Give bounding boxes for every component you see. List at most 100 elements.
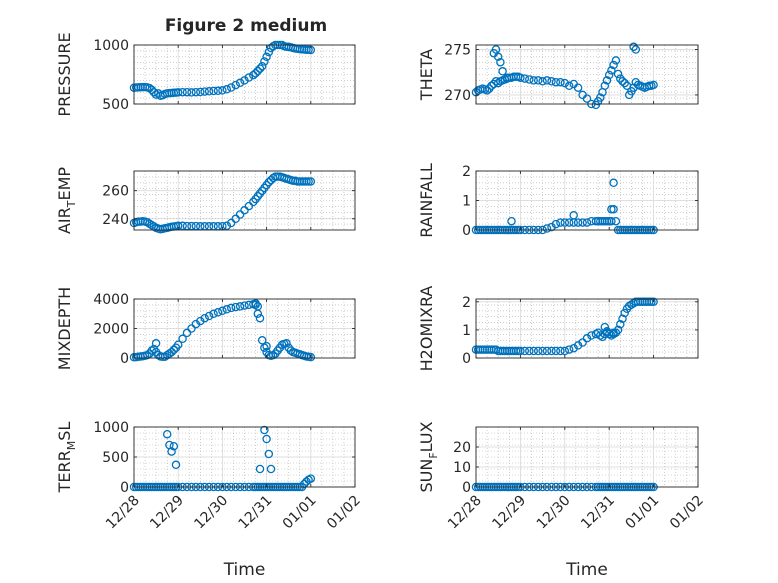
data-point bbox=[609, 60, 618, 70]
data-point bbox=[560, 78, 570, 88]
data-point bbox=[306, 474, 316, 483]
data-point bbox=[564, 345, 574, 354]
data-point bbox=[169, 441, 179, 451]
data-point bbox=[255, 313, 265, 323]
data-point bbox=[253, 66, 263, 76]
data-point bbox=[542, 224, 552, 233]
data-point bbox=[611, 56, 621, 65]
data-point bbox=[244, 201, 254, 211]
data-point bbox=[264, 47, 274, 57]
y-axis-label: RAINFALL bbox=[417, 163, 436, 238]
data-point bbox=[162, 429, 172, 439]
data-point bbox=[253, 302, 263, 311]
data-point bbox=[182, 87, 192, 97]
data-point bbox=[516, 346, 525, 356]
data-point bbox=[143, 218, 152, 227]
data-point bbox=[204, 311, 214, 321]
data-point bbox=[226, 83, 236, 92]
data-point bbox=[502, 73, 512, 82]
y-tick-label: 0 bbox=[462, 223, 471, 239]
data-point bbox=[547, 77, 556, 86]
x-tick-label: 12/31 bbox=[578, 493, 618, 533]
data-point bbox=[167, 347, 176, 357]
data-point bbox=[649, 297, 658, 307]
data-point bbox=[607, 205, 616, 214]
data-point bbox=[573, 83, 583, 92]
data-point bbox=[616, 320, 625, 329]
subplot-rainfall: 0 1 2 RAINFALL bbox=[417, 163, 699, 239]
data-point bbox=[147, 85, 156, 95]
data-point bbox=[542, 76, 552, 85]
axes-frame bbox=[475, 298, 699, 359]
x-tick-label: 12/30 bbox=[191, 493, 231, 533]
y-axis-label: H2OMIXRA bbox=[417, 286, 436, 372]
data-point bbox=[493, 52, 503, 62]
series-h2omixra bbox=[471, 297, 658, 356]
data-point bbox=[533, 76, 543, 85]
data-point bbox=[260, 425, 269, 435]
data-point bbox=[609, 178, 618, 188]
y-tick-label: 0 bbox=[462, 351, 471, 367]
data-point bbox=[266, 464, 276, 474]
data-point bbox=[260, 57, 269, 66]
data-point bbox=[604, 70, 614, 80]
data-point bbox=[551, 77, 561, 87]
data-point bbox=[222, 221, 232, 231]
y-tick-label: 2 bbox=[462, 295, 471, 311]
x-tick-label: 12/29 bbox=[147, 493, 187, 533]
data-point bbox=[520, 74, 530, 83]
data-point bbox=[564, 81, 574, 91]
data-point bbox=[538, 77, 547, 86]
data-point bbox=[196, 87, 205, 97]
data-point bbox=[143, 350, 152, 360]
figure-title: Figure 2 medium bbox=[165, 16, 327, 36]
data-point bbox=[600, 81, 610, 91]
data-point bbox=[624, 301, 634, 311]
data-point bbox=[262, 52, 271, 62]
data-point bbox=[551, 346, 561, 356]
data-point bbox=[493, 78, 503, 88]
data-point bbox=[533, 346, 543, 356]
data-point bbox=[620, 308, 629, 318]
data-point bbox=[222, 305, 232, 314]
data-point bbox=[491, 45, 501, 54]
subplot-terr-msl: 0 500 1000 TERRMSL 12/28 12/29 12/30 12/31 01/01… bbox=[55, 420, 364, 580]
series-mixdepth bbox=[129, 299, 316, 362]
x-tick-label: 01/01 bbox=[623, 493, 663, 533]
data-point bbox=[262, 434, 271, 444]
data-point bbox=[255, 64, 265, 73]
data-point bbox=[569, 211, 578, 220]
data-point bbox=[516, 73, 525, 82]
y-axis-label: MIXDEPTH bbox=[55, 287, 74, 370]
data-point bbox=[596, 93, 605, 102]
data-point bbox=[299, 479, 309, 489]
y-tick-label: 1 bbox=[462, 323, 471, 339]
data-point bbox=[264, 177, 274, 187]
x-tick-label: 01/01 bbox=[280, 493, 320, 533]
data-point bbox=[240, 206, 249, 215]
data-point bbox=[235, 78, 245, 88]
data-point bbox=[607, 66, 616, 75]
x-axis-label: Time bbox=[223, 560, 266, 580]
data-point bbox=[191, 87, 201, 97]
data-point bbox=[618, 314, 627, 323]
axes-frame bbox=[133, 44, 356, 105]
data-point bbox=[551, 219, 561, 229]
series-theta bbox=[471, 42, 658, 110]
subplot-mixdepth: 0 2000 4000 MIXDEPTH bbox=[55, 287, 356, 370]
data-point bbox=[482, 86, 492, 95]
data-point bbox=[151, 339, 161, 348]
y-axis-label: THETA bbox=[417, 49, 436, 101]
data-point bbox=[507, 216, 516, 226]
data-point bbox=[204, 87, 214, 96]
y-tick-label: 2 bbox=[462, 164, 471, 180]
data-point bbox=[498, 67, 507, 76]
data-point bbox=[187, 88, 196, 97]
data-point bbox=[569, 343, 578, 353]
data-point bbox=[213, 308, 223, 317]
y-axis-label: PRESSURE bbox=[55, 32, 74, 116]
data-point bbox=[178, 87, 187, 97]
data-point bbox=[231, 214, 240, 224]
data-point bbox=[187, 324, 196, 333]
